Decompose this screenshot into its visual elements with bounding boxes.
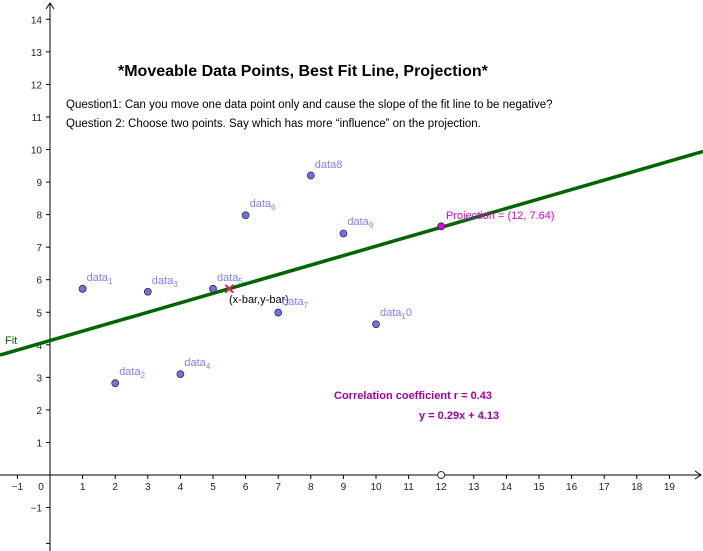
x-tick-label: 7 bbox=[275, 482, 281, 493]
x-axis-arrow-icon bbox=[694, 470, 702, 480]
x-tick-label: 15 bbox=[533, 482, 545, 493]
x-value-slider-handle[interactable] bbox=[437, 471, 446, 479]
y-tick-label: 4 bbox=[36, 341, 42, 352]
data-point-label-data3: data3 bbox=[151, 274, 178, 289]
y-tick-label: 11 bbox=[32, 113, 43, 124]
regression-equation: y = 0.29x + 4.13 bbox=[419, 410, 500, 422]
data-point-label-data7: data7 bbox=[282, 295, 309, 310]
best-fit-line[interactable] bbox=[0, 149, 703, 357]
data-point-data1[interactable] bbox=[78, 284, 87, 293]
page-title: *Moveable Data Points, Best Fit Line, Pr… bbox=[118, 63, 488, 80]
data-point-data10[interactable] bbox=[372, 320, 380, 329]
data-point-label-data8: data8 bbox=[314, 158, 343, 171]
data-point-data7[interactable] bbox=[274, 308, 283, 317]
x-tick-label: 11 bbox=[403, 482, 414, 493]
x-tick-label: 16 bbox=[566, 482, 578, 493]
data-point-label-data4: data4 bbox=[184, 357, 211, 372]
projection-label: Projection = (12, 7.64) bbox=[446, 210, 555, 222]
data-point-label-data6: data6 bbox=[249, 198, 276, 213]
data-point-label-data10: data10 bbox=[380, 307, 412, 322]
question-1: Question1: Can you move one data point o… bbox=[66, 99, 553, 111]
data-point-data5[interactable] bbox=[209, 284, 217, 293]
x-tick-label: 3 bbox=[145, 482, 151, 493]
x-tick-label: 5 bbox=[210, 482, 216, 493]
y-tick-label: 7 bbox=[36, 243, 42, 254]
y-tick-label: 8 bbox=[36, 211, 42, 222]
x-tick-label: 6 bbox=[243, 482, 249, 493]
question-2: Question 2: Choose two points. Say which… bbox=[66, 118, 481, 130]
fit-line[interactable] bbox=[0, 149, 703, 357]
y-tick-label: 10 bbox=[31, 146, 43, 157]
data-point-data2[interactable] bbox=[111, 379, 120, 388]
data-point-data9[interactable] bbox=[339, 229, 348, 238]
x-tick-label: 18 bbox=[631, 482, 643, 493]
x-tick-label: 9 bbox=[341, 482, 347, 493]
x-tick-label: 19 bbox=[664, 482, 676, 493]
x-tick-label: 0 bbox=[38, 482, 44, 493]
x-tick-label: 14 bbox=[501, 482, 513, 493]
x-tick-label: −1 bbox=[12, 482, 24, 493]
x-tick-label: 17 bbox=[599, 482, 611, 493]
x-tick-label: 4 bbox=[178, 482, 184, 493]
data-point-data3[interactable] bbox=[143, 287, 152, 296]
y-tick-label: 12 bbox=[31, 80, 43, 91]
x-tick-label: 8 bbox=[308, 482, 314, 493]
data-point-data4[interactable] bbox=[176, 370, 185, 378]
y-tick-label: 1 bbox=[36, 438, 42, 449]
fit-line-label: Fit bbox=[5, 335, 18, 347]
data-point-label-data1: data1 bbox=[86, 271, 113, 286]
y-tick-label: 13 bbox=[31, 48, 43, 59]
data-point-label-data2: data2 bbox=[119, 366, 146, 381]
data-point-data6[interactable] bbox=[241, 211, 250, 220]
data-point-data8[interactable] bbox=[306, 171, 315, 180]
y-tick-label: 2 bbox=[36, 406, 42, 417]
correlation-coefficient: Correlation coefficient r = 0.43 bbox=[334, 390, 493, 402]
data-points bbox=[78, 171, 446, 479]
y-tick-label: 14 bbox=[31, 15, 43, 26]
y-tick-label: 9 bbox=[36, 178, 42, 189]
y-tick-label: 3 bbox=[36, 373, 42, 384]
x-tick-label: 10 bbox=[370, 482, 382, 493]
x-tick-label: 2 bbox=[112, 482, 118, 493]
mean-point-marker-icon bbox=[224, 284, 235, 294]
mean-point-label: (x-bar,y-bar) bbox=[229, 294, 289, 306]
y-tick-label: 5 bbox=[36, 308, 42, 319]
x-tick-label: 12 bbox=[436, 482, 448, 493]
y-axis-arrow-icon bbox=[45, 2, 55, 10]
y-tick-label: 6 bbox=[36, 276, 42, 287]
data-point-label-data9: data9 bbox=[347, 216, 374, 231]
data-point-label-data5: data5 bbox=[217, 271, 243, 286]
x-tick-label: 1 bbox=[80, 482, 86, 493]
x-tick-label: 13 bbox=[468, 482, 480, 493]
projection-point[interactable] bbox=[437, 222, 446, 231]
y-tick-label: −1 bbox=[31, 504, 43, 515]
